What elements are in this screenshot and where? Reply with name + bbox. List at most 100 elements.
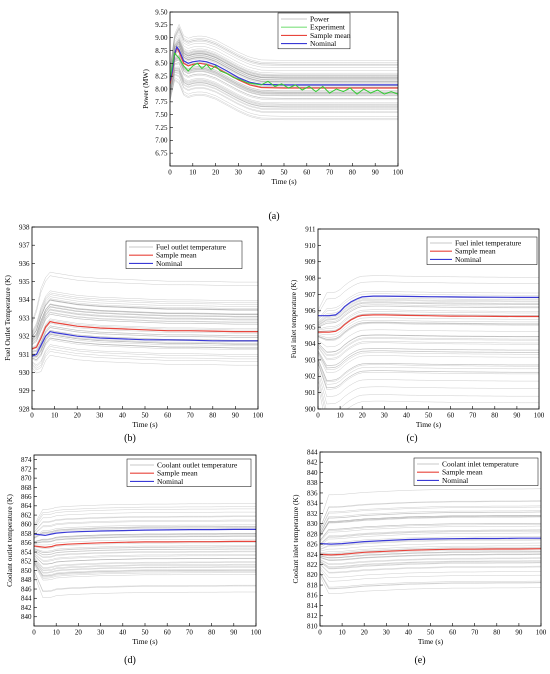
y-tick-label: 862 — [21, 511, 32, 519]
ensemble-line — [320, 510, 541, 534]
y-tick-label: 8.50 — [155, 60, 168, 68]
ensemble-line — [170, 29, 398, 72]
ensemble-line — [34, 548, 256, 556]
legend-entry: Coolant outlet temperature — [157, 461, 238, 470]
y-tick-label: 900 — [305, 405, 316, 413]
y-tick-label: 844 — [307, 448, 318, 456]
series-line-sample-mean — [32, 320, 258, 350]
ensemble-line — [318, 305, 539, 328]
series-line-nominal — [320, 537, 541, 545]
y-axis-label: Coolant outlet temperature (K) — [5, 494, 14, 587]
x-tick-label: 40 — [403, 412, 411, 420]
series-line-sample-mean — [320, 548, 541, 556]
panel-label: (d) — [124, 655, 136, 666]
y-axis-label: Power (MW) — [141, 69, 150, 109]
ensemble-line — [318, 337, 539, 355]
x-tick-label: 30 — [383, 629, 391, 637]
x-tick-label: 60 — [164, 412, 172, 420]
y-tick-label: 832 — [307, 510, 318, 518]
ensemble-line — [320, 500, 541, 529]
legend-entry: Power — [310, 15, 330, 24]
ensemble-line — [318, 313, 539, 332]
y-tick-label: 903 — [305, 356, 316, 364]
ensemble-line — [32, 332, 258, 357]
ensemble-line — [318, 329, 539, 348]
ensemble-line — [318, 360, 539, 385]
panel-e: 0 10 20 30 40 50 60 70 80 90 100 810 812 814 816 818 820… — [291, 448, 547, 666]
ensemble-line — [32, 305, 258, 341]
ensemble-line — [318, 323, 539, 341]
x-tick-label: 20 — [359, 412, 367, 420]
legend-entry: Fuel outlet temperature — [156, 243, 227, 252]
ensemble-line — [320, 549, 541, 557]
ensemble-line — [32, 303, 258, 340]
ensemble-line — [170, 45, 398, 82]
ensemble-line — [320, 572, 541, 589]
y-tick-label: 846 — [21, 585, 32, 593]
ensemble-line — [170, 59, 398, 96]
ensemble-line — [320, 539, 541, 550]
y-tick-label: 907 — [305, 291, 316, 299]
x-tick-label: 100 — [536, 629, 547, 637]
ensemble-line — [170, 45, 398, 83]
y-tick-label: 7.50 — [155, 111, 168, 119]
y-tick-label: 822 — [307, 561, 318, 569]
x-tick-label: 40 — [405, 629, 413, 637]
ensemble-line — [32, 329, 258, 355]
x-tick-label: 90 — [372, 169, 380, 177]
y-tick-label: 840 — [21, 613, 32, 621]
x-tick-label: 70 — [187, 412, 195, 420]
ensemble-line — [32, 290, 258, 333]
ensemble-line — [32, 354, 258, 374]
ensemble-line — [320, 560, 541, 567]
x-tick-label: 80 — [491, 412, 499, 420]
ensemble-line — [34, 558, 256, 571]
x-tick-label: 60 — [164, 629, 172, 637]
ensemble-line — [320, 571, 541, 588]
y-tick-label: 929 — [19, 387, 30, 395]
ensemble-line — [170, 41, 398, 79]
ensemble-line — [170, 69, 398, 107]
ensemble-line — [318, 362, 539, 389]
y-tick-label: 938 — [19, 223, 30, 231]
x-tick-label: 20 — [212, 169, 220, 177]
ensemble-line — [318, 358, 539, 381]
y-tick-label: 872 — [21, 465, 32, 473]
y-tick-label: 8.25 — [155, 73, 168, 81]
ensemble-line — [318, 375, 539, 409]
series-line-nominal — [32, 330, 258, 357]
ensemble-line — [32, 306, 258, 342]
x-tick-label: 100 — [253, 412, 264, 420]
ensemble-line — [32, 322, 258, 351]
ensemble-line — [32, 313, 258, 345]
x-tick-label: 20 — [361, 629, 369, 637]
y-tick-label: 818 — [307, 581, 318, 589]
y-tick-label: 826 — [307, 541, 318, 549]
ensemble-line — [32, 327, 258, 353]
ensemble-line — [34, 558, 256, 572]
ensemble-line — [34, 561, 256, 577]
ensemble-line — [32, 304, 258, 340]
ensemble-line — [32, 344, 258, 366]
ensemble-line — [32, 311, 258, 344]
ensemble-line — [170, 46, 398, 84]
ensemble-line — [170, 68, 398, 106]
y-tick-label: 852 — [21, 558, 32, 566]
x-tick-label: 50 — [142, 629, 150, 637]
ensemble-line — [318, 317, 539, 336]
ensemble-line — [32, 346, 258, 367]
ensemble-line — [318, 299, 539, 325]
ensemble-line — [32, 309, 258, 343]
ensemble-line — [318, 299, 539, 324]
ensemble-line — [320, 561, 541, 568]
legend-entry: Nominal — [442, 476, 468, 485]
ensemble-line — [32, 275, 258, 324]
x-tick-label: 40 — [258, 169, 266, 177]
ensemble-line — [32, 304, 258, 340]
y-tick-label: 932 — [19, 333, 30, 341]
ensemble-line — [318, 379, 539, 409]
x-tick-label: 90 — [230, 629, 238, 637]
ensemble-line — [170, 66, 398, 104]
